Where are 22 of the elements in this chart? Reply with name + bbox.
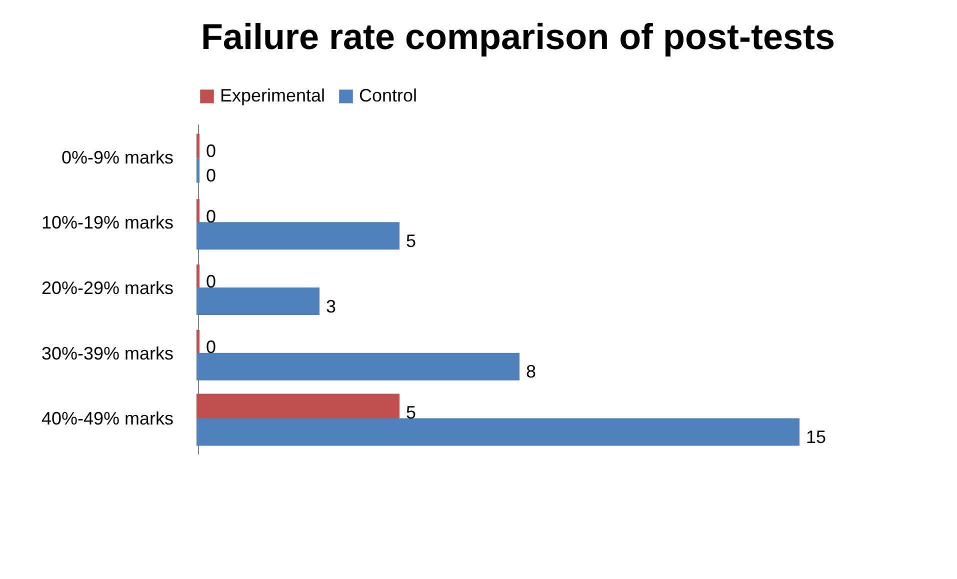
bar — [196, 288, 320, 316]
data-label: 0 — [206, 166, 216, 186]
data-label: 15 — [806, 426, 826, 447]
chart-title: Failure rate comparison of post-tests — [200, 16, 836, 57]
data-label: 8 — [526, 362, 536, 382]
data-label: 0 — [206, 206, 216, 226]
bar — [196, 222, 400, 250]
y-tick-label: 30%-39% marks — [41, 343, 174, 364]
legend-label: Control — [359, 85, 418, 106]
data-label: 5 — [406, 402, 416, 422]
data-label: 0 — [206, 141, 216, 162]
y-tick-label: 10%-19% marks — [41, 212, 174, 233]
bar — [196, 418, 800, 446]
y-tick-label: 40%-49% marks — [41, 408, 174, 429]
data-label: 3 — [326, 296, 336, 316]
legend-label: Experimental — [220, 85, 326, 106]
bar — [196, 352, 520, 380]
data-label: 0 — [206, 272, 216, 292]
y-tick-label: 20%-29% marks — [41, 278, 174, 298]
y-tick-label: 0%-9% marks — [61, 147, 174, 168]
data-label: 5 — [406, 230, 416, 251]
data-label: 0 — [206, 337, 216, 358]
